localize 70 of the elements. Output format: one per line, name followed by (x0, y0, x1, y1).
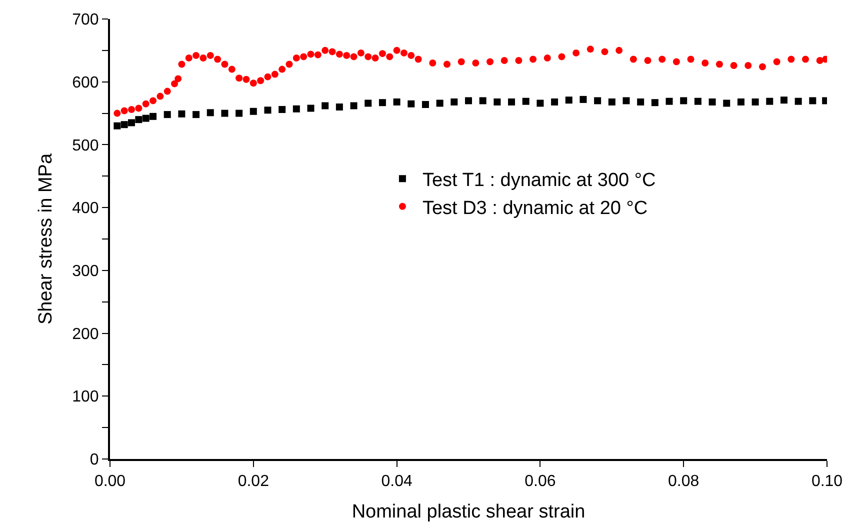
point (221, 110, 228, 117)
point (622, 97, 630, 104)
y-tick-label: 0 (90, 452, 99, 469)
point (178, 110, 186, 118)
x-tick-label: 0.02 (238, 473, 270, 490)
point (364, 100, 372, 107)
x-tick-label: 0.06 (524, 473, 556, 490)
point (408, 100, 415, 108)
point (708, 98, 716, 106)
point (580, 96, 587, 103)
point (752, 98, 759, 106)
point (666, 98, 673, 105)
point (565, 96, 572, 104)
point (436, 100, 444, 107)
legend-label: Test T1 : dynamic at 300 °C (422, 170, 656, 192)
point (150, 112, 157, 120)
point (737, 98, 744, 106)
point (551, 98, 558, 106)
point (766, 98, 774, 105)
point (336, 104, 343, 110)
point (809, 97, 816, 104)
y-tick-label: 500 (72, 137, 99, 154)
point (264, 106, 272, 114)
point (192, 111, 200, 118)
point (120, 121, 128, 128)
point (780, 96, 788, 104)
legend-label: Test D3 : dynamic at 20 °C (422, 198, 648, 219)
point (114, 122, 121, 130)
x-axis-title: Nominal plastic shear strain (352, 502, 586, 522)
point (292, 105, 300, 112)
x-tick-label: 0.00 (94, 473, 126, 490)
point (307, 104, 314, 112)
point (128, 119, 136, 126)
point (594, 97, 602, 104)
x-tick-label: 0.04 (381, 473, 412, 490)
point (142, 114, 150, 122)
y-tick-label: 100 (72, 388, 99, 406)
point (350, 102, 358, 110)
point (322, 102, 329, 110)
point (637, 98, 644, 106)
point (422, 100, 429, 108)
point (680, 97, 688, 104)
point (378, 99, 386, 106)
point (794, 98, 802, 105)
point (250, 108, 257, 115)
y-tick-label: 200 (72, 326, 99, 343)
point (236, 110, 243, 117)
point (522, 98, 530, 105)
x-tick-label: 0.10 (811, 473, 843, 490)
point (536, 100, 544, 107)
point (608, 98, 616, 106)
point (651, 99, 658, 106)
y-tick-label: 300 (72, 263, 99, 280)
point (393, 98, 400, 106)
point (479, 97, 486, 104)
y-axis-title: Shear stress in MPa (35, 153, 56, 325)
point (135, 116, 142, 124)
y-tick-label: 600 (72, 74, 99, 92)
point (723, 100, 730, 107)
point (206, 109, 214, 116)
y-tick-label: 400 (72, 200, 99, 218)
point (278, 106, 286, 114)
y-tick-label: 700 (72, 12, 99, 29)
point (694, 98, 702, 105)
point (164, 111, 171, 118)
point (508, 98, 516, 106)
point (465, 97, 472, 104)
point (450, 98, 458, 106)
x-tick-label: 0.08 (668, 473, 700, 490)
point (494, 98, 501, 106)
